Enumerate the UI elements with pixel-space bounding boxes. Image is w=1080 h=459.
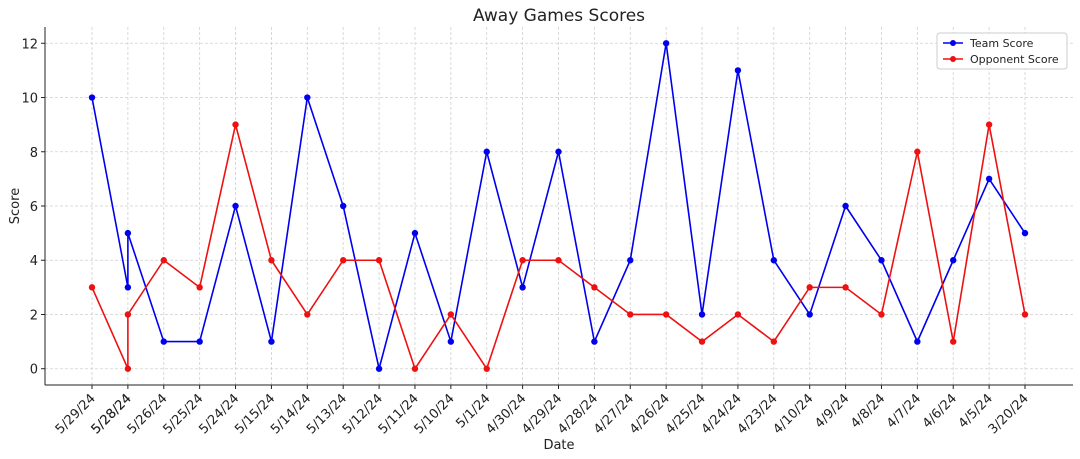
point	[555, 148, 562, 155]
x-tick-label: 5/10/24	[412, 391, 458, 437]
point	[88, 94, 96, 101]
point	[411, 229, 419, 237]
point	[483, 148, 490, 155]
point	[519, 257, 526, 264]
point	[124, 229, 132, 237]
point	[375, 365, 383, 372]
series-line	[91, 124, 1026, 371]
point	[519, 284, 526, 291]
legend-marker	[950, 56, 956, 62]
point	[770, 338, 778, 345]
point	[88, 284, 96, 291]
point	[339, 202, 347, 210]
point	[770, 257, 778, 264]
point	[124, 311, 132, 318]
y-tick-label: 8	[30, 146, 38, 161]
point	[124, 284, 132, 291]
y-tick-label: 4	[30, 254, 38, 269]
x-tick-label: 4/8/24	[848, 391, 888, 431]
x-axis-label: Date	[543, 438, 574, 453]
x-tick-label: 4/7/24	[884, 391, 924, 431]
point	[1021, 311, 1029, 318]
y-tick-label: 12	[21, 37, 38, 52]
point	[196, 284, 203, 291]
point	[232, 121, 239, 128]
point	[627, 311, 634, 318]
y-axis-label: Score	[8, 188, 23, 224]
point	[806, 284, 813, 291]
point	[950, 257, 957, 264]
point	[662, 311, 670, 318]
x-tick-label: 4/6/24	[920, 391, 960, 431]
point	[627, 257, 634, 264]
y-tick-label: 6	[30, 200, 38, 215]
point	[806, 311, 813, 318]
point	[914, 148, 921, 155]
point	[375, 257, 383, 264]
y-tick-label: 10	[21, 92, 38, 107]
point	[698, 311, 706, 318]
point	[842, 284, 849, 291]
legend-marker	[950, 40, 956, 46]
legend-box	[936, 32, 1068, 70]
series-line	[91, 43, 1026, 369]
point	[950, 338, 957, 345]
point	[160, 257, 167, 264]
legend-label: Opponent Score	[970, 53, 1059, 66]
point	[1021, 229, 1029, 237]
point	[304, 94, 311, 101]
chart-title: Away Games Scores	[473, 6, 645, 26]
point	[124, 365, 132, 372]
point	[842, 202, 849, 210]
point	[878, 311, 885, 318]
point	[734, 311, 742, 318]
point	[555, 257, 562, 264]
legend: Team Score Opponent Score	[936, 32, 1068, 70]
point	[447, 338, 455, 345]
point	[196, 338, 203, 345]
legend-label: Team Score	[969, 37, 1034, 50]
point	[985, 121, 993, 128]
point	[232, 202, 239, 210]
point	[734, 67, 742, 74]
x-tick-label: 4/10/24	[770, 391, 816, 437]
point	[878, 257, 885, 264]
point	[985, 175, 993, 183]
y-tick-label: 2	[30, 308, 38, 323]
point	[914, 338, 921, 345]
x-tick-label: 3/20/24	[986, 391, 1032, 437]
point	[483, 365, 490, 372]
point	[447, 311, 455, 318]
y-tick-label: 0	[30, 363, 38, 378]
point	[268, 338, 275, 345]
point	[304, 311, 311, 318]
x-tick-label: 4/9/24	[812, 391, 852, 431]
point	[662, 40, 670, 47]
point	[591, 338, 598, 345]
point	[268, 257, 275, 264]
point	[698, 338, 706, 345]
point	[339, 257, 347, 264]
point	[160, 338, 167, 345]
point	[591, 284, 598, 291]
point	[411, 365, 419, 372]
